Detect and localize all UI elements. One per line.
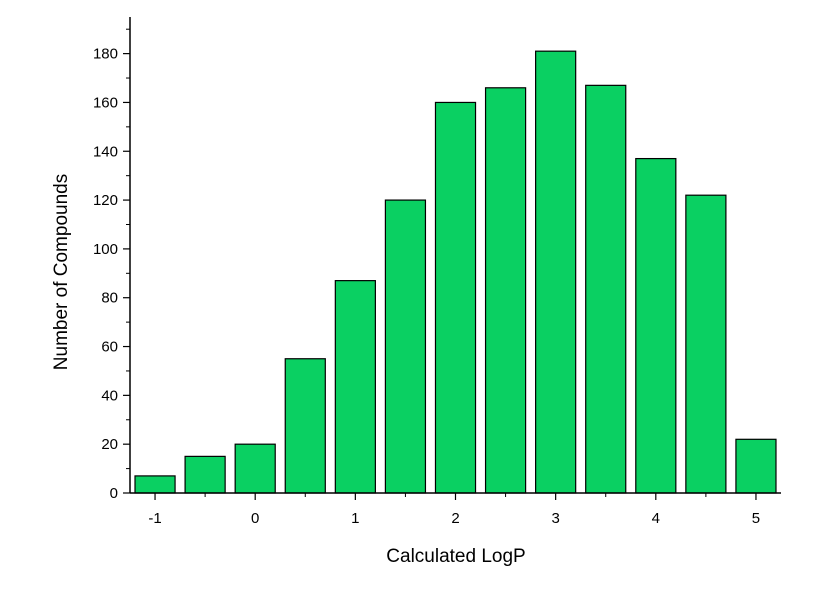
x-tick-label: 2 [451, 510, 459, 527]
y-tick-label: 60 [101, 339, 118, 356]
x-tick-label: 0 [251, 510, 259, 527]
bar [685, 194, 727, 494]
bar [484, 87, 527, 494]
bars-group [134, 50, 777, 494]
y-axis-title: Number of Compounds [51, 174, 72, 370]
y-tick-label: 20 [101, 436, 118, 453]
x-tick-label: 4 [652, 510, 660, 527]
y-tick-label: 80 [101, 290, 118, 307]
x-tick-label: 5 [752, 510, 760, 527]
y-tick-label: 140 [93, 143, 118, 160]
x-axis-title: Calculated LogP [386, 546, 525, 567]
bar [635, 157, 677, 494]
bar [234, 443, 276, 494]
bar [585, 84, 627, 494]
y-tick-label: 120 [93, 192, 118, 209]
bar [434, 101, 477, 494]
x-tick-label: -1 [148, 510, 161, 527]
y-tick-label: 180 [93, 46, 118, 63]
x-tick-label: 1 [351, 510, 359, 527]
bar [184, 455, 226, 494]
bar [735, 438, 777, 494]
bar [134, 475, 176, 494]
y-tick-label: 40 [101, 387, 118, 404]
bar [384, 199, 427, 494]
bar [535, 50, 577, 494]
y-tick-label: 0 [110, 485, 118, 502]
y-tick-label: 100 [93, 241, 118, 258]
bar [284, 358, 326, 494]
bar [334, 280, 376, 494]
x-tick-label: 3 [551, 510, 559, 527]
axes-group: 0 20 40 60 80 100 120 140 160 180 -1 0 1 2 3 4 5 [93, 17, 781, 527]
y-tick-label: 160 [93, 94, 118, 111]
